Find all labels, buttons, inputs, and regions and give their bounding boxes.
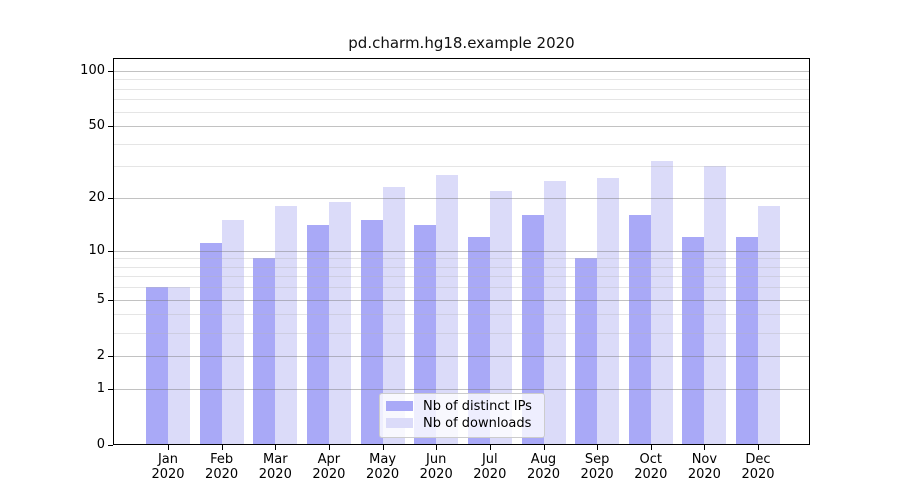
bar-downloads-aug <box>543 180 566 445</box>
x-tick-label-nov: Nov 2020 <box>687 452 721 482</box>
y-tick-2 <box>108 355 113 357</box>
y-tick-label-2: 2 <box>96 347 105 363</box>
y-tick-label-100: 100 <box>80 62 105 78</box>
x-tick-label-apr: Apr 2020 <box>312 452 346 482</box>
x-tick-label-oct: Oct 2020 <box>634 452 668 482</box>
bars-layer <box>113 58 810 445</box>
gridline-minor-9 <box>113 258 810 260</box>
gridline-minor-3 <box>113 332 810 334</box>
bar-downloads-mar <box>275 206 298 445</box>
gridline-major-50 <box>113 126 810 127</box>
x-tick-label-feb: Feb 2020 <box>205 452 239 482</box>
bar-downloads-may <box>382 187 405 445</box>
x-tick-jul <box>489 445 491 450</box>
gridline-major-5 <box>113 299 810 301</box>
y-tick-0 <box>108 445 113 446</box>
gridline-minor-6 <box>113 287 810 289</box>
bar-ips-jul <box>467 236 490 445</box>
x-tick-sep <box>597 445 599 450</box>
y-tick-1 <box>108 388 113 390</box>
gridline-major-2 <box>113 355 810 357</box>
x-tick-label-dec: Dec 2020 <box>741 452 775 482</box>
legend-label-ips: Nb of distinct IPs <box>423 398 532 414</box>
gridline-minor-7 <box>113 276 810 278</box>
bar-ips-jan <box>146 287 168 445</box>
bar-ips-sep <box>575 258 598 445</box>
y-tick-label-0: 0 <box>96 437 105 452</box>
x-tick-label-sep: Sep 2020 <box>580 452 614 482</box>
legend-label-downloads: Nb of downloads <box>423 415 532 431</box>
bar-downloads-dec <box>758 206 780 445</box>
x-tick-jun <box>436 445 438 450</box>
y-tick-label-50: 50 <box>88 118 105 133</box>
chart-title: pd.charm.hg18.example 2020 <box>348 34 575 52</box>
x-tick-mar <box>275 445 277 450</box>
bar-ips-jun <box>414 225 437 445</box>
gridline-major-20 <box>113 198 810 199</box>
grid-layer <box>113 58 810 445</box>
y-tick-label-1: 1 <box>96 380 105 396</box>
x-tick-jan <box>168 445 169 450</box>
y-tick-50 <box>108 126 113 127</box>
legend: Nb of distinct IPs Nb of downloads <box>379 393 545 438</box>
gridline-minor-70 <box>113 99 810 101</box>
legend-item-downloads: Nb of downloads <box>386 415 544 431</box>
bar-downloads-oct <box>650 161 673 445</box>
x-tick-oct <box>650 445 652 450</box>
x-tick-dec <box>758 445 759 450</box>
y-tick-label-10: 10 <box>88 242 105 258</box>
bar-ips-apr <box>306 225 329 445</box>
legend-swatch-ips <box>386 401 413 411</box>
gridline-major-10 <box>113 250 810 252</box>
gridline-minor-90 <box>113 79 810 81</box>
x-tick-label-jun: Jun 2020 <box>419 452 453 482</box>
bar-ips-aug <box>521 215 544 445</box>
bar-ips-feb <box>199 243 222 445</box>
x-tick-may <box>382 445 384 450</box>
bar-downloads-apr <box>328 202 351 445</box>
x-tick-label-may: May 2020 <box>366 452 400 482</box>
y-tick-20 <box>108 198 113 199</box>
bar-downloads-jun <box>436 174 459 445</box>
y-tick-100 <box>108 70 113 72</box>
y-axis: 0 1 2 5 10 20 50 100 <box>80 58 810 452</box>
y-tick-10 <box>108 250 113 252</box>
bar-ips-dec <box>736 236 758 445</box>
x-axis: Jan 2020 Feb 2020 Mar 2020 Apr 2020 May 2020… <box>113 58 810 482</box>
legend-item-ips: Nb of distinct IPs <box>386 398 544 414</box>
legend-swatch-downloads <box>386 418 413 428</box>
bar-downloads-sep <box>597 177 620 445</box>
gridline-minor-60 <box>113 111 810 113</box>
bar-downloads-jul <box>489 190 512 445</box>
x-tick-label-jul: Jul 2020 <box>473 452 507 482</box>
x-tick-label-aug: Aug 2020 <box>526 452 561 482</box>
bar-downloads-feb <box>221 220 244 445</box>
x-tick-label-jan: Jan 2020 <box>151 452 185 482</box>
bar-downloads-nov <box>704 166 727 445</box>
y-tick-5 <box>108 299 113 301</box>
plot-area: 0 1 2 5 10 20 50 100 Jan 2020 Feb 2020 Mar 2020 Ap… <box>80 58 810 482</box>
y-tick-label-5: 5 <box>96 291 105 307</box>
gridline-minor-30 <box>113 166 810 168</box>
y-tick-label-20: 20 <box>88 190 105 205</box>
bar-ips-mar <box>253 258 276 445</box>
x-tick-feb <box>221 445 223 450</box>
x-tick-nov <box>704 445 706 450</box>
bar-downloads-jan <box>168 287 190 445</box>
bar-ips-nov <box>682 236 705 445</box>
bar-ips-oct <box>628 215 651 445</box>
gridline-major-1 <box>113 388 810 390</box>
gridline-minor-40 <box>113 143 810 145</box>
gridline-major-100 <box>113 70 810 72</box>
x-tick-apr <box>328 445 330 450</box>
gridline-minor-4 <box>113 314 810 316</box>
x-tick-aug <box>543 445 545 450</box>
gridline-minor-8 <box>113 266 810 268</box>
gridline-minor-80 <box>113 88 810 90</box>
x-tick-label-mar: Mar 2020 <box>258 452 292 482</box>
bar-ips-may <box>360 220 383 445</box>
